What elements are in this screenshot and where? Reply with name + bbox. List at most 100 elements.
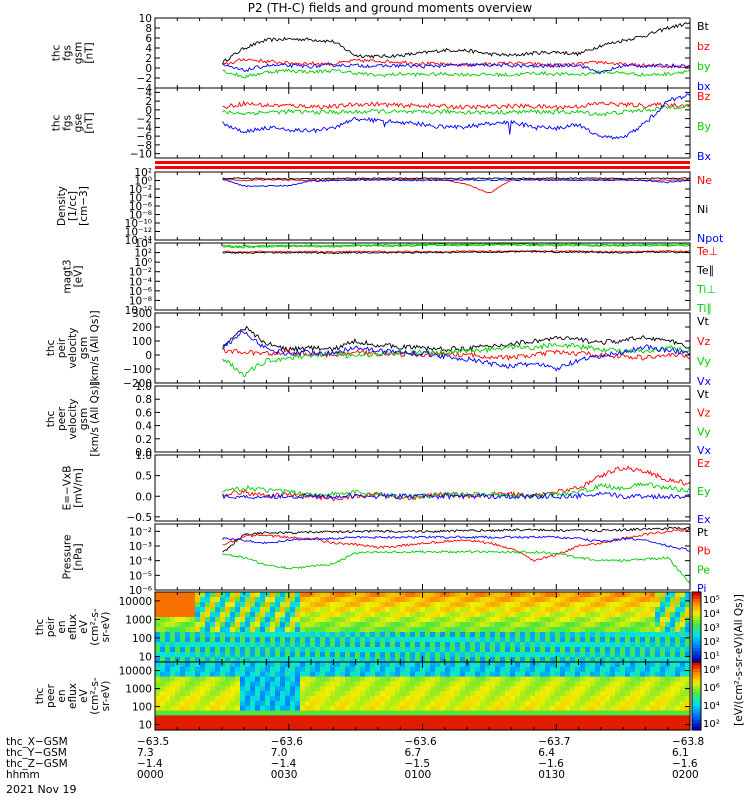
spectrogram-cell	[500, 612, 506, 618]
spectrogram-cell	[290, 720, 296, 726]
spectrogram-cell	[310, 715, 316, 721]
spectrogram-cell	[180, 666, 186, 673]
spectrogram-cell	[200, 681, 206, 687]
spectrogram-cell	[510, 696, 516, 702]
spectrogram-cell	[480, 657, 486, 663]
spectrogram-cell	[370, 666, 376, 673]
spectrogram-cell	[615, 686, 621, 692]
spectrogram-cell	[645, 686, 651, 692]
spectrogram-cell	[370, 710, 376, 717]
spectrogram-cell	[260, 676, 266, 683]
spectrogram-cell	[675, 647, 681, 653]
spectrogram-cell	[625, 662, 631, 668]
spectrogram-cell	[235, 725, 241, 731]
spectrogram-cell	[240, 671, 246, 678]
spectrogram-cell	[240, 681, 246, 687]
spectrogram-cell	[445, 622, 451, 628]
spectrogram-cell	[245, 642, 251, 648]
spectrogram-cell	[155, 597, 161, 603]
spectrogram-cell	[330, 617, 336, 623]
spectrogram-cell	[555, 612, 561, 618]
spectrogram-cell	[630, 592, 636, 598]
spectrogram-cell	[290, 642, 296, 648]
spectrogram-cell	[285, 597, 291, 603]
spectrogram-cell	[190, 671, 196, 678]
spectrogram-cell	[600, 607, 606, 613]
spectrogram-cell	[275, 676, 281, 683]
spectrogram-cell	[570, 715, 576, 721]
spectrogram-cell	[560, 710, 566, 717]
spectrogram-cell	[380, 647, 386, 653]
spectrogram-cell	[175, 696, 181, 702]
spectrogram-cell	[435, 597, 441, 603]
spectrogram-cell	[540, 662, 546, 668]
spectrogram-cell	[235, 617, 241, 623]
spectrogram-cell	[190, 715, 196, 721]
spectrogram-cell	[445, 725, 451, 731]
spectrogram-cell	[495, 597, 501, 603]
spectrogram-cell	[430, 666, 436, 673]
spectrogram-cell	[340, 597, 346, 603]
spectrogram-cell	[220, 715, 226, 721]
spectrogram-cell	[675, 725, 681, 731]
spectrogram-cell	[530, 700, 536, 707]
spectrogram-cell	[235, 612, 241, 618]
y-tick-label: 10	[139, 720, 152, 732]
spectrogram-cell	[385, 681, 391, 687]
spectrogram-cell	[380, 642, 386, 648]
spectrogram-cell	[345, 637, 351, 643]
spectrogram-cell	[475, 592, 481, 598]
spectrogram-cell	[590, 725, 596, 731]
spectrogram-cell	[430, 720, 436, 726]
spectrogram-cell	[545, 637, 551, 643]
spectrogram-cell	[520, 700, 526, 707]
spectrogram-cell	[200, 686, 206, 692]
spectrogram-cell	[260, 691, 266, 697]
spectrogram-cell	[560, 617, 566, 623]
spectrogram-cell	[400, 642, 406, 648]
date-label: 2021 Nov 19	[6, 783, 77, 796]
y-tick-label: 4	[145, 87, 152, 99]
spectrogram-cell	[680, 715, 686, 721]
spectrogram-cell	[385, 607, 391, 613]
spectrogram-cell	[155, 676, 161, 683]
spectrogram-cell	[235, 671, 241, 678]
spectrogram-cell	[670, 607, 676, 613]
spectrogram-cell	[340, 662, 346, 668]
spectrogram-cell	[600, 671, 606, 678]
spectrogram-cell	[610, 647, 616, 653]
spectrogram-cell	[675, 700, 681, 707]
spectrogram-cell	[480, 612, 486, 618]
spectrogram-cell	[575, 602, 581, 608]
spectrogram-cell	[230, 652, 236, 658]
spectrogram-cell	[160, 705, 166, 712]
spectrogram-cell	[530, 632, 536, 638]
spectrogram-cell	[645, 671, 651, 678]
ephemeris-value: −63.8	[672, 736, 704, 748]
spectrogram-cell	[505, 676, 511, 683]
spectrogram-cell	[300, 700, 306, 707]
spectrogram-cell	[175, 710, 181, 717]
spectrogram-cell	[215, 691, 221, 697]
spectrogram-cell	[490, 681, 496, 687]
spectrogram-cell	[670, 666, 676, 673]
spectrogram-cell	[235, 710, 241, 717]
spectrogram-cell	[440, 602, 446, 608]
spectrogram-cell	[635, 671, 641, 678]
spectrogram-cell	[635, 666, 641, 673]
spectrogram-cell	[610, 681, 616, 687]
spectrogram-cell	[290, 705, 296, 712]
spectrogram-cell	[230, 632, 236, 638]
spectrogram-cell	[655, 627, 661, 633]
spectrogram-cell	[585, 686, 591, 692]
spectrogram-cell	[660, 696, 666, 702]
spectrogram-cell	[520, 676, 526, 683]
series-line-npot	[222, 178, 691, 188]
spectrogram-cell	[310, 617, 316, 623]
spectrogram-cell	[190, 627, 196, 633]
colorbar-segment	[692, 692, 701, 697]
spectrogram-cell	[265, 696, 271, 702]
spectrogram-cell	[470, 632, 476, 638]
spectrogram-cell	[255, 652, 261, 658]
spectrogram-cell	[275, 696, 281, 702]
